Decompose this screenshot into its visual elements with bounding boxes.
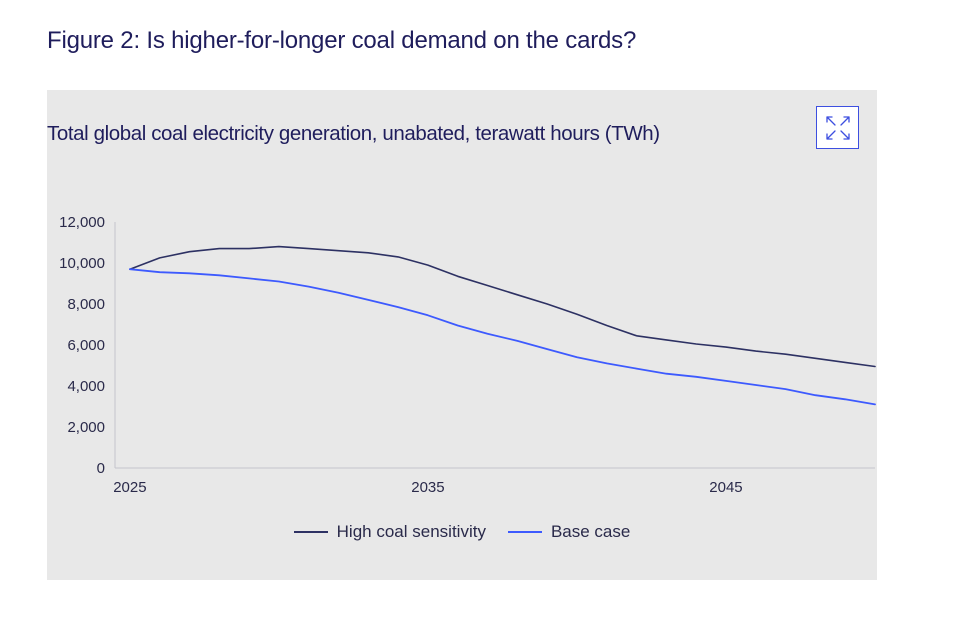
- chart-title: Total global coal electricity generation…: [47, 122, 660, 145]
- y-tick-label: 0: [97, 460, 105, 477]
- y-tick-label: 8,000: [67, 296, 105, 313]
- chart-panel: Total global coal electricity generation…: [47, 90, 877, 580]
- series-lines: [129, 245, 876, 406]
- x-axis: 2025 2035 2045: [113, 467, 875, 496]
- y-axis: 0 2,000 4,000 6,000 8,000 10,000 12,000: [59, 214, 116, 477]
- legend-label: Base case: [550, 522, 631, 541]
- y-tick-label: 2,000: [67, 419, 105, 436]
- expand-icon: [825, 115, 850, 140]
- y-tick-label: 12,000: [59, 214, 105, 231]
- expand-button[interactable]: [816, 106, 859, 149]
- y-tick-label: 10,000: [59, 255, 105, 272]
- x-tick-label: 2035: [411, 479, 444, 496]
- legend-item: Base case: [507, 522, 631, 542]
- legend-label: High coal sensitivity: [336, 522, 486, 541]
- series-line-base-case: [129, 268, 876, 406]
- figure-title: Figure 2: Is higher-for-longer coal dema…: [47, 27, 637, 54]
- legend: High coal sensitivity Base case: [47, 522, 877, 542]
- y-tick-label: 4,000: [67, 378, 105, 395]
- legend-item: High coal sensitivity: [293, 522, 486, 542]
- series-line-high-coal-sensitivity: [129, 245, 876, 368]
- x-tick-label: 2045: [709, 479, 742, 496]
- legend-swatch-base-case: [507, 530, 542, 534]
- y-tick-label: 6,000: [67, 337, 105, 354]
- x-tick-label: 2025: [113, 479, 146, 496]
- legend-swatch-high-coal: [293, 530, 328, 534]
